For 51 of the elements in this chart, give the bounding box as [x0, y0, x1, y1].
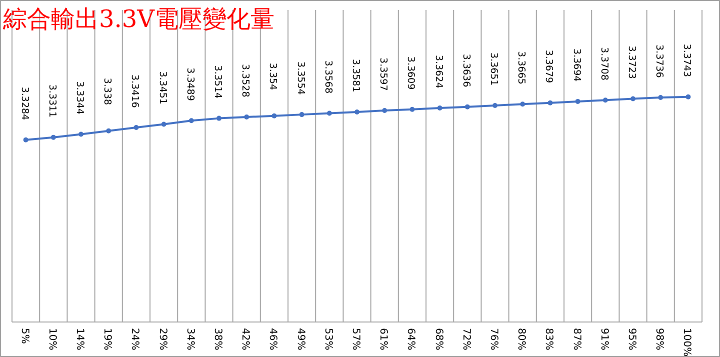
xtick: 29%: [156, 328, 168, 350]
data-label: 3.3651: [488, 52, 499, 86]
data-label: 3.3665: [516, 51, 527, 84]
xtick: 100%: [681, 328, 692, 357]
title: 綜合輸出3.3V電壓變化量: [3, 5, 274, 33]
xtick: 38%: [212, 328, 223, 350]
data-label: 3.3636: [460, 54, 472, 88]
data-label: 3.338: [102, 78, 113, 106]
data-label: 3.3554: [294, 62, 306, 95]
data-label: 3.3743: [681, 44, 692, 78]
data-label: 3.3416: [129, 74, 140, 108]
data-label: 3.3581: [350, 59, 361, 92]
xtick: 95%: [626, 328, 637, 350]
xtick: 5%: [18, 328, 30, 344]
data-label: 3.3284: [18, 86, 30, 120]
xtick: 53%: [322, 328, 334, 350]
xtick: 49%: [294, 328, 306, 350]
xtick: 91%: [598, 328, 610, 350]
xtick: 76%: [488, 328, 499, 350]
data-label: 3.3311: [46, 84, 58, 118]
xtick: 61%: [378, 328, 389, 350]
data-label: 3.3344: [74, 81, 85, 114]
xtick: 98%: [654, 328, 665, 350]
data-label: 3.3679: [543, 50, 554, 84]
xtick: 87%: [570, 328, 582, 350]
xtick: 80%: [516, 328, 527, 350]
xtick: 83%: [543, 328, 554, 350]
xtick: 68%: [432, 328, 444, 350]
data-label: 3.3624: [432, 55, 444, 88]
xtick: 42%: [240, 328, 251, 350]
data-label: 3.3609: [405, 56, 416, 90]
data-label: 3.3597: [378, 58, 389, 91]
xtick: 14%: [74, 328, 85, 350]
data-label: 3.3451: [156, 71, 168, 104]
xtick: 57%: [350, 328, 361, 350]
data-label: 3.3568: [322, 60, 334, 94]
xtick: 24%: [129, 328, 140, 350]
xtick: 19%: [102, 328, 113, 350]
xtick: 46%: [267, 328, 278, 350]
data-label: 3.3528: [240, 64, 251, 98]
data-label: 3.3708: [598, 47, 610, 80]
data-label: 3.3736: [654, 44, 665, 78]
data-label: 3.3694: [570, 48, 582, 82]
data-label: 3.3514: [212, 65, 223, 99]
data-label: 3.3489: [184, 68, 196, 101]
data-label: 3.354: [267, 62, 278, 90]
xtick: 10%: [46, 328, 58, 350]
xtick: 64%: [405, 328, 416, 350]
xtick: 34%: [184, 328, 196, 350]
xtick: 72%: [460, 328, 472, 350]
data-label: 3.3723: [626, 46, 637, 79]
